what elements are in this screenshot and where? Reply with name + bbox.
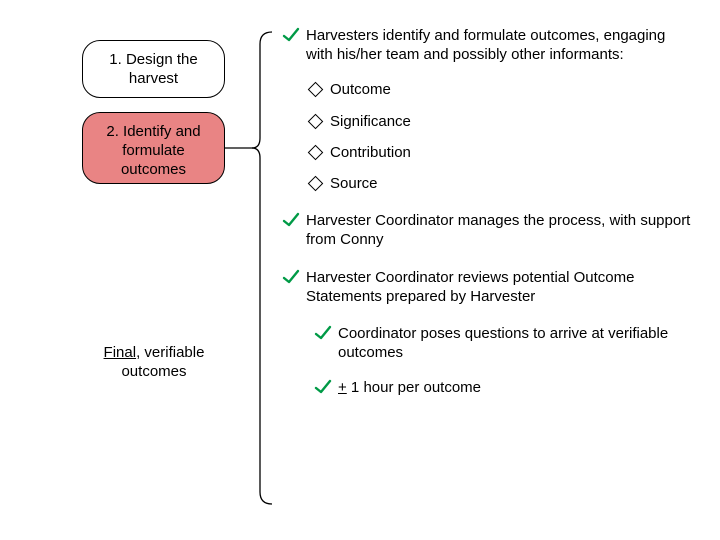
- bullet-coordinator-manages: Harvester Coordinator manages the proces…: [282, 211, 692, 249]
- subbullet-hour: + 1 hour per outcome: [282, 378, 692, 397]
- diagram-canvas: { "layout": { "box1": { "left": 82, "top…: [0, 0, 720, 540]
- diamond-icon: [308, 82, 324, 98]
- check-icon: [314, 324, 332, 342]
- diamond-text: Contribution: [330, 144, 411, 161]
- diamond-text: Source: [330, 175, 378, 192]
- bullet-text: Harvester Coordinator reviews potential …: [306, 269, 634, 305]
- check-icon: [282, 26, 300, 44]
- check-icon: [282, 268, 300, 286]
- subbullet-text: Coordinator poses questions to arrive at…: [338, 325, 668, 361]
- bullet-column: Harvesters identify and formulate outcom…: [282, 26, 692, 405]
- diamond-text: Outcome: [330, 81, 391, 98]
- diamond-contribution: Contribution: [282, 143, 692, 162]
- bullet-text: Harvester Coordinator manages the proces…: [306, 212, 690, 248]
- subbullet-rest: 1 hour per outcome: [347, 379, 481, 396]
- check-icon: [282, 211, 300, 229]
- diamond-icon: [308, 113, 324, 129]
- bullet-coordinator-reviews: Harvester Coordinator reviews potential …: [282, 268, 692, 306]
- subbullet-underlined: +: [338, 379, 347, 396]
- check-icon: [314, 378, 332, 396]
- bullet-text: Harvesters identify and formulate outcom…: [306, 27, 665, 63]
- diamond-outcome: Outcome: [282, 80, 692, 99]
- diamond-icon: [308, 176, 324, 192]
- diamond-significance: Significance: [282, 112, 692, 131]
- subbullet-questions: Coordinator poses questions to arrive at…: [282, 324, 692, 362]
- bullet-identify: Harvesters identify and formulate outcom…: [282, 26, 692, 64]
- diamond-text: Significance: [330, 113, 411, 130]
- diamond-source: Source: [282, 174, 692, 193]
- diamond-icon: [308, 144, 324, 160]
